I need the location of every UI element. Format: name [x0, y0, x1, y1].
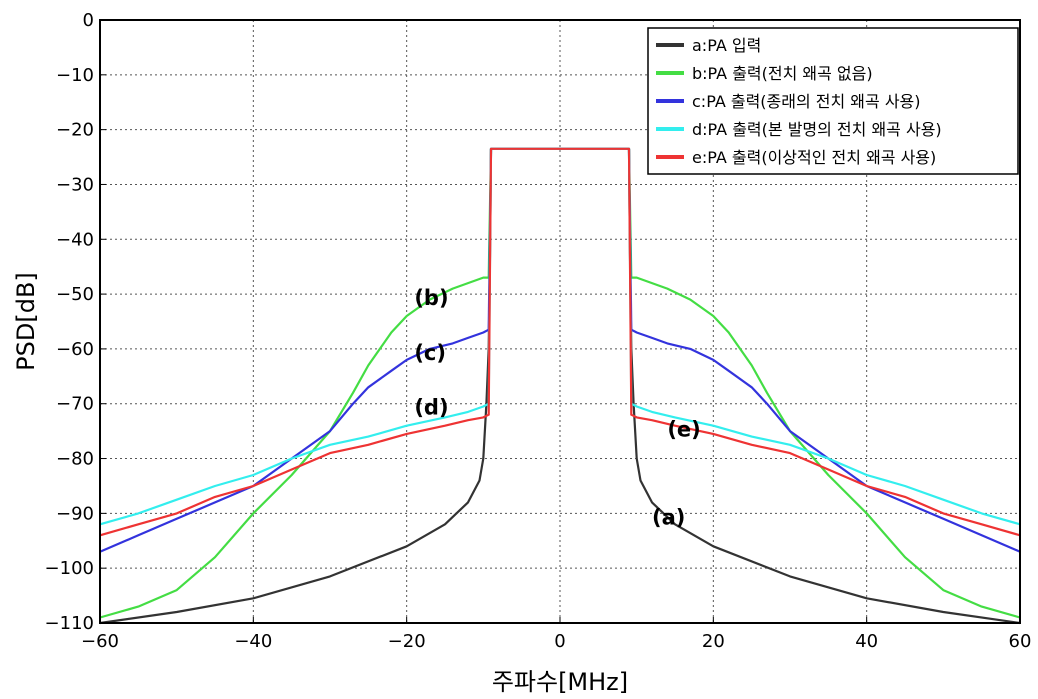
legend-label: e:PA 출력(이상적인 전치 왜곡 사용)	[692, 148, 936, 167]
x-tick-label: −40	[234, 631, 272, 652]
x-tick-label: 60	[1009, 631, 1032, 652]
tick-labels: −60 −40 −20 0 20 40 60 0 −10 −20 −30 −40 −50 −60 −70 −8…	[45, 10, 1032, 652]
y-tick-label: −80	[56, 449, 94, 470]
legend-label: c:PA 출력(종래의 전치 왜곡 사용)	[692, 92, 921, 111]
legend-box	[647, 27, 1019, 175]
curve-label: (d)	[414, 396, 448, 420]
series-lines	[99, 147, 1021, 625]
curve-annotations: (b) (c) (d) (e) (a)	[414, 286, 700, 529]
x-tick-label: −60	[81, 631, 119, 652]
y-axis-label: PSD[dB]	[12, 272, 40, 371]
y-tick-label: −20	[56, 120, 94, 141]
plot-frame	[99, 19, 1021, 624]
y-tick-label: −40	[56, 229, 94, 250]
legend: a:PA 입력 b:PA 출력(전치 왜곡 없음) c:PA 출력(종래의 전치 왜…	[647, 27, 1019, 175]
x-tick-label: −20	[388, 631, 426, 652]
x-tick-label: 40	[855, 631, 878, 652]
x-tick-label: 0	[554, 631, 565, 652]
series-line-b	[99, 147, 1021, 619]
y-tick-label: −10	[56, 65, 94, 86]
y-tick-label: −70	[56, 394, 94, 415]
series-line-e	[99, 147, 1021, 537]
curve-label: (b)	[414, 286, 448, 310]
curve-label: (c)	[414, 341, 446, 365]
legend-label: a:PA 입력	[692, 36, 761, 55]
curve-label: (a)	[652, 505, 685, 529]
y-tick-label: −90	[56, 503, 94, 524]
y-tick-label: −50	[56, 284, 94, 305]
legend-label: d:PA 출력(본 발명의 전치 왜곡 사용)	[692, 120, 942, 139]
y-tick-label: 0	[83, 10, 94, 31]
x-tick-label: 20	[702, 631, 725, 652]
x-axis-label: 주파수[MHz]	[492, 668, 628, 696]
y-tick-label: −100	[45, 558, 94, 579]
y-tick-label: −110	[45, 613, 94, 634]
legend-label: b:PA 출력(전치 왜곡 없음)	[692, 64, 873, 83]
y-tick-label: −30	[56, 174, 94, 195]
y-tick-label: −60	[56, 339, 94, 360]
curve-label: (e)	[667, 418, 700, 442]
